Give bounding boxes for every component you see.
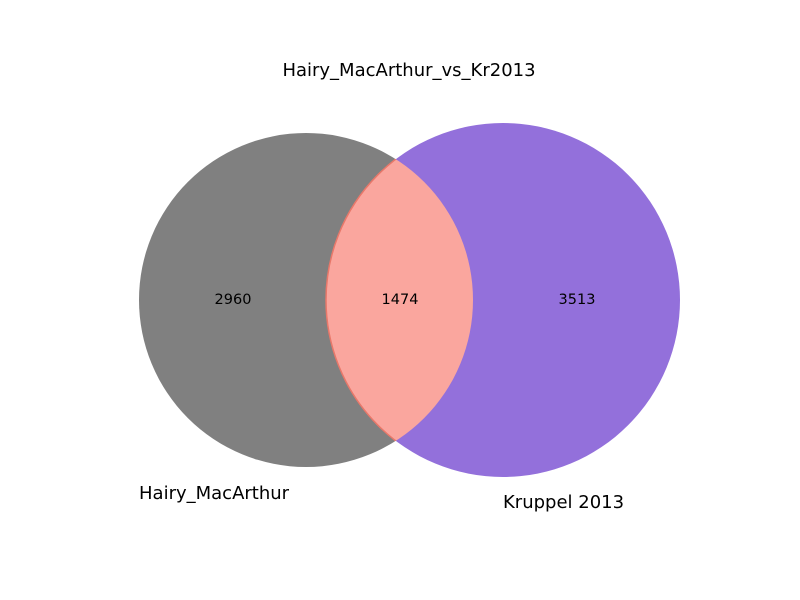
chart-title: Hairy_MacArthur_vs_Kr2013 bbox=[282, 60, 535, 81]
set-a-label: Hairy_MacArthur bbox=[139, 483, 290, 504]
intersection-region bbox=[325, 133, 473, 467]
set-b-label: Kruppel 2013 bbox=[503, 492, 624, 513]
intersection-count: 1474 bbox=[382, 292, 419, 308]
set-b-only-count: 3513 bbox=[559, 292, 596, 308]
set-a-only-count: 2960 bbox=[215, 292, 252, 308]
